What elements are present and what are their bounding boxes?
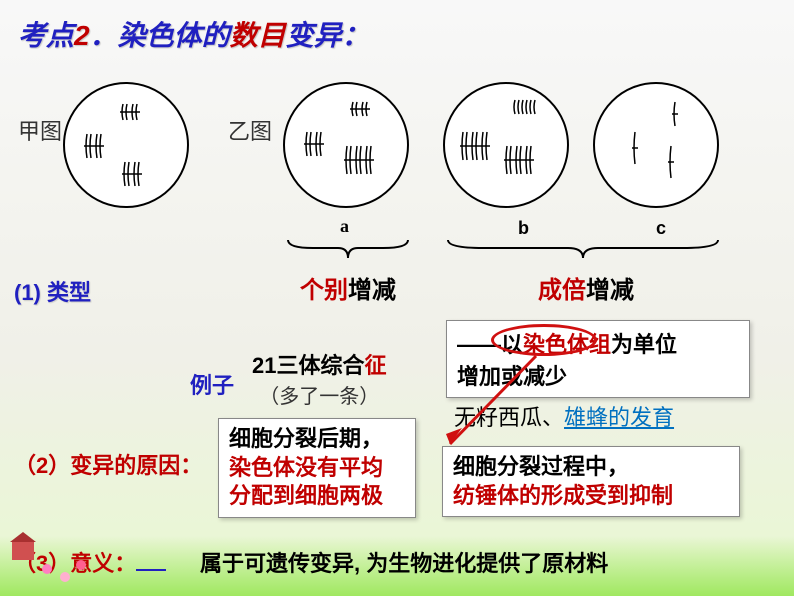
sublabel-c: c <box>656 218 666 239</box>
cause1-line2a: 染色体没有平均 <box>229 454 405 483</box>
type-multiple-red: 成倍 <box>538 277 586 304</box>
title-num: 2 <box>74 20 90 51</box>
example1-black: 21三体综合 <box>252 353 364 378</box>
sublabel-b: b <box>518 218 529 239</box>
chromosomes-c <box>595 84 721 210</box>
cell-c <box>593 82 719 208</box>
chromosomes-b <box>445 84 571 210</box>
def-t2: 为单位 <box>611 332 677 357</box>
flower-decoration-3 <box>76 560 86 570</box>
page-title: 考点2．染色体的数目变异： <box>18 14 370 54</box>
brace-a <box>283 238 413 264</box>
flower-decoration-1 <box>42 564 52 574</box>
type-individual: 个别增减 <box>300 270 396 305</box>
title-dot: ．染色体的 <box>90 20 230 51</box>
example1-red: 征 <box>364 353 386 378</box>
label-yi: 乙图 <box>228 114 272 146</box>
drone-development-link[interactable]: 雄蜂的发育 <box>564 405 674 430</box>
chromosomes-a <box>285 84 411 210</box>
cause-box-1: 细胞分裂后期， 染色体没有平均 分配到细胞两极 <box>218 418 416 518</box>
cause-box-2: 细胞分裂过程中， 纺锤体的形成受到抑制 <box>442 446 740 517</box>
red-arrow <box>436 350 556 456</box>
cell-b <box>443 82 569 208</box>
section-cause: （2）变异的原因： <box>14 448 202 480</box>
brace-bc <box>443 238 723 264</box>
flower-decoration-2 <box>60 572 70 582</box>
title-suffix: 变异： <box>286 20 370 51</box>
cause1-line2b: 分配到细胞两极 <box>229 482 405 511</box>
type-individual-red: 个别 <box>300 277 348 304</box>
example1-sub: （多了一条） <box>252 380 387 409</box>
chromosomes-jia <box>65 84 191 210</box>
meaning-blank <box>136 569 166 571</box>
type-multiple-black: 增减 <box>586 277 634 304</box>
cause2-line2: 纺锤体的形成受到抑制 <box>453 482 729 511</box>
title-prefix: 考点 <box>18 20 74 51</box>
meaning-text: 属于可遗传变异, 为生物进化提供了原材料 <box>200 546 608 578</box>
example-label: 例子 <box>190 368 234 400</box>
cause2-line1: 细胞分裂过程中， <box>453 453 729 482</box>
type-individual-black: 增减 <box>348 277 396 304</box>
house-decoration <box>12 542 34 560</box>
cause1-line1: 细胞分裂后期， <box>229 425 405 454</box>
cell-jia <box>63 82 189 208</box>
label-jia: 甲图 <box>18 114 62 146</box>
section-type: (1) 类型 <box>14 275 91 307</box>
type-multiple: 成倍增减 <box>538 270 634 305</box>
sublabel-a: a <box>340 216 349 237</box>
cell-a <box>283 82 409 208</box>
section-meaning: （3）意义： <box>14 546 166 578</box>
title-red: 数目 <box>230 20 286 51</box>
example-21trisomy: 21三体综合征 （多了一条） <box>252 348 387 409</box>
